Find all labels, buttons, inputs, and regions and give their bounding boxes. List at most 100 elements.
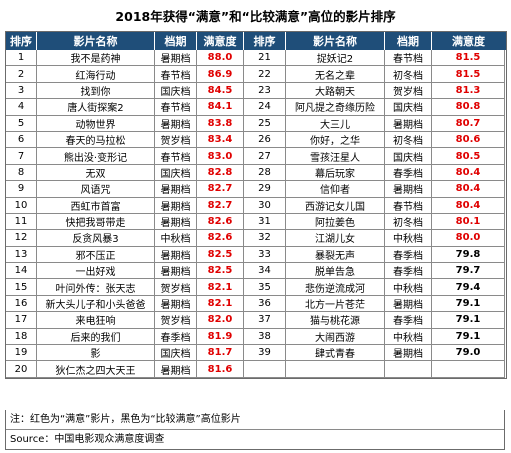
cell-rank: 13 <box>6 246 37 264</box>
cell-score: 79.1 <box>432 328 505 346</box>
cell-name: 大三儿 <box>286 115 385 132</box>
cell-period: 暑期档 <box>155 197 197 214</box>
cell-score: 82.7 <box>197 197 244 214</box>
cell-period: 春节档 <box>155 99 197 116</box>
table-row: 17 来电狂响 贺岁档 82.0 <box>6 312 244 329</box>
cell-name: 反贪风暴3 <box>37 230 155 247</box>
cell-period: 暑期档 <box>155 263 197 280</box>
cell-period: 暑期档 <box>385 345 432 362</box>
cell-name: 后来的我们 <box>37 328 155 346</box>
empty-cell <box>385 361 432 378</box>
cell-name: 幕后玩家 <box>286 164 385 182</box>
cell-name: 唐人街探案2 <box>37 99 155 116</box>
cell-rank: 9 <box>6 181 37 198</box>
cell-period: 国庆档 <box>385 148 432 165</box>
cell-rank: 30 <box>244 197 286 214</box>
cell-rank: 35 <box>244 279 286 296</box>
cell-rank: 17 <box>6 312 37 329</box>
table-row: 13 邪不压正 暑期档 82.5 <box>6 246 244 264</box>
cell-rank: 5 <box>6 115 37 132</box>
cell-name: 动物世界 <box>37 115 155 132</box>
cell-name: 大路朝天 <box>286 82 385 100</box>
cell-period: 春季档 <box>155 328 197 346</box>
cell-period: 暑期档 <box>155 246 197 264</box>
cell-rank: 14 <box>6 263 37 280</box>
cell-period: 暑期档 <box>155 115 197 132</box>
cell-name: 无名之辈 <box>286 66 385 83</box>
cell-name: 熊出没·变形记 <box>37 148 155 165</box>
cell-rank: 26 <box>244 131 286 149</box>
cell-score: 84.5 <box>197 82 244 100</box>
cell-period: 暑期档 <box>385 115 432 132</box>
cell-rank: 12 <box>6 230 37 247</box>
cell-score: 79.0 <box>432 345 505 362</box>
header-rank-2: 排序 <box>244 32 286 50</box>
table-row: 31 阿拉姜色 初冬档 80.1 <box>244 213 505 231</box>
cell-name: 来电狂响 <box>37 312 155 329</box>
cell-period: 春节档 <box>155 148 197 165</box>
table-row: 37 猫与桃花源 春季档 79.1 <box>244 312 505 329</box>
cell-rank: 8 <box>6 164 37 182</box>
cell-score: 79.7 <box>432 263 505 280</box>
ranking-table: 排序 影片名称 档期 满意度 排序 影片名称 档期 满意度 1 我不是药神 暑期档 8… <box>5 31 507 379</box>
source-text: Source：中国电影观众满意度调查 <box>10 434 165 445</box>
cell-name: 你好，之华 <box>286 131 385 149</box>
cell-score: 82.1 <box>197 295 244 313</box>
cell-rank: 31 <box>244 213 286 231</box>
table-row: 8 无双 国庆档 82.8 <box>6 164 244 182</box>
cell-score: 84.1 <box>197 99 244 116</box>
table-row: 23 大路朝天 贺岁档 81.3 <box>244 82 505 100</box>
cell-period: 暑期档 <box>155 361 197 378</box>
table-row: 11 快把我哥带走 暑期档 82.6 <box>6 213 244 231</box>
header-rank: 排序 <box>6 32 37 50</box>
empty-cell <box>244 361 286 378</box>
table-row: 18 后来的我们 春季档 81.9 <box>6 328 244 346</box>
cell-rank: 18 <box>6 328 37 346</box>
cell-name: 江湖儿女 <box>286 230 385 247</box>
cell-score: 81.6 <box>197 361 244 378</box>
cell-period: 春季档 <box>385 164 432 182</box>
cell-name: 叶问外传：张天志 <box>37 279 155 296</box>
cell-score: 82.7 <box>197 181 244 198</box>
cell-score: 79.1 <box>432 312 505 329</box>
cell-score: 80.4 <box>432 197 505 214</box>
footnote-box: 注：红色为“满意”影片，黑色为“比较满意”高位影片 Source：中国电影观众满… <box>5 410 505 450</box>
table-row: 28 幕后玩家 春季档 80.4 <box>244 164 505 182</box>
cell-rank: 21 <box>244 50 286 67</box>
cell-rank: 1 <box>6 50 37 67</box>
cell-period: 中秋档 <box>385 328 432 346</box>
cell-period: 中秋档 <box>385 279 432 296</box>
cell-name: 肆式青春 <box>286 345 385 362</box>
cell-score: 83.0 <box>197 148 244 165</box>
cell-name: 春天的马拉松 <box>37 131 155 149</box>
cell-name: 脱单告急 <box>286 263 385 280</box>
cell-score: 82.0 <box>197 312 244 329</box>
left-column: 1 我不是药神 暑期档 88.0 2 红海行动 春节档 86.9 3 找到你 国庆档 84.5 4 唐人街… <box>6 50 244 378</box>
cell-score: 82.5 <box>197 263 244 280</box>
cell-score: 79.4 <box>432 279 505 296</box>
cell-name: 阿拉姜色 <box>286 213 385 231</box>
cell-score: 82.1 <box>197 279 244 296</box>
cell-score: 83.4 <box>197 131 244 149</box>
table-row: 9 风语咒 暑期档 82.7 <box>6 181 244 198</box>
cell-period: 贺岁档 <box>155 279 197 296</box>
cell-period: 初冬档 <box>385 66 432 83</box>
cell-score: 83.8 <box>197 115 244 132</box>
cell-rank: 34 <box>244 263 286 280</box>
cell-score: 82.6 <box>197 230 244 247</box>
page-title: 2018年获得“满意”和“比较满意”高位的影片排序 <box>115 9 396 24</box>
cell-rank: 28 <box>244 164 286 182</box>
table-row-empty <box>244 361 505 378</box>
cell-score: 80.0 <box>432 230 505 247</box>
table-row: 38 大闹西游 中秋档 79.1 <box>244 328 505 346</box>
cell-rank: 33 <box>244 246 286 264</box>
cell-rank: 3 <box>6 82 37 100</box>
empty-cell <box>432 361 505 378</box>
cell-rank: 16 <box>6 295 37 313</box>
cell-period: 贺岁档 <box>155 312 197 329</box>
table-row: 27 雪孩汪星人 国庆档 80.5 <box>244 148 505 165</box>
cell-period: 中秋档 <box>385 230 432 247</box>
table-row: 39 肆式青春 暑期档 79.0 <box>244 345 505 362</box>
cell-rank: 24 <box>244 99 286 116</box>
table-row: 16 新大头儿子和小头爸爸 暑期档 82.1 <box>6 295 244 313</box>
